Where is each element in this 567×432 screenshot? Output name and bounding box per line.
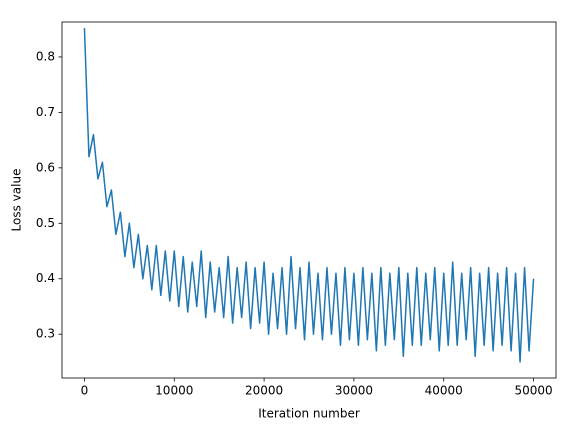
y-axis-label: Loss value bbox=[10, 169, 24, 232]
x-tick-label: 30000 bbox=[335, 384, 373, 398]
y-tick-label: 0.5 bbox=[36, 216, 55, 230]
x-tick-label: 10000 bbox=[155, 384, 193, 398]
y-tick-label: 0.4 bbox=[36, 271, 55, 285]
x-tick-label: 40000 bbox=[425, 384, 463, 398]
axes-frame bbox=[61, 21, 557, 379]
x-tick-label: 50000 bbox=[514, 384, 552, 398]
loss-line bbox=[83, 28, 535, 363]
y-tick-label: 0.6 bbox=[36, 160, 55, 174]
x-axis-label: Iteration number bbox=[258, 407, 360, 421]
y-tick-label: 0.7 bbox=[36, 105, 55, 119]
x-tick-label: 0 bbox=[81, 384, 89, 398]
y-tick-label: 0.3 bbox=[36, 327, 55, 341]
y-tick-label: 0.8 bbox=[36, 49, 55, 63]
x-tick-label: 20000 bbox=[245, 384, 283, 398]
